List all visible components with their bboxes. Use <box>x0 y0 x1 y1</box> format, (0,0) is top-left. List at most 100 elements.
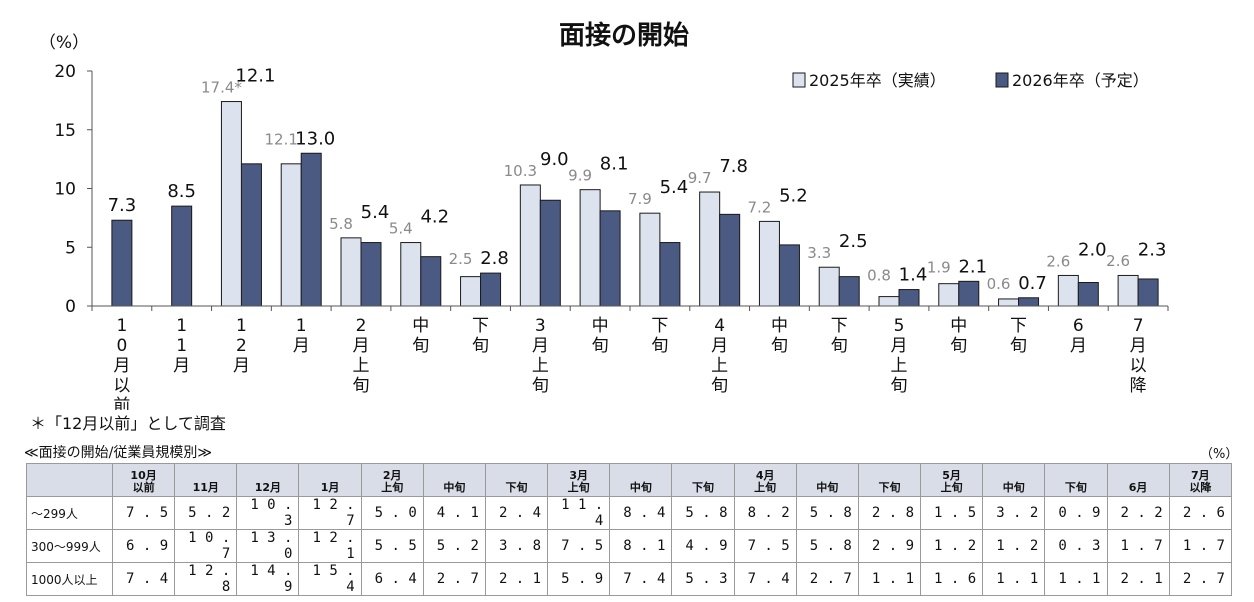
table-cell: 2 . 8 <box>857 496 922 530</box>
table-cell: 5 . 0 <box>360 496 424 530</box>
table-cell: 3 . 2 <box>982 496 1046 530</box>
x-tick-label: 2 <box>356 316 367 336</box>
header-line-2: 上旬 <box>754 481 777 494</box>
bar-2026 <box>111 219 133 307</box>
table-cell: 2 . 7 <box>1168 562 1233 596</box>
header-line-2: 上旬 <box>381 481 404 494</box>
table-cell: 5 . 8 <box>795 529 859 563</box>
x-tick-label: 上 <box>532 356 549 376</box>
y-axis-unit: （%） <box>39 33 89 53</box>
table-cell: 1 . 7 <box>1168 529 1233 563</box>
bar-2026 <box>420 256 442 307</box>
data-label-2025: 7.2 <box>748 198 772 216</box>
header-line-2: 中旬 <box>816 481 839 494</box>
table-cell: 7 . 5 <box>111 496 176 530</box>
table-column-header: 下旬 <box>484 463 549 497</box>
table-cell: 6 . 9 <box>111 529 176 563</box>
x-tick-label: 1 <box>236 316 247 336</box>
table-cell: 2 . 7 <box>422 562 486 596</box>
bar-2025 <box>878 296 900 307</box>
data-label-2026: 13.0 <box>295 128 335 149</box>
bar-2026 <box>659 242 681 307</box>
table-cell: 7 . 4 <box>609 562 673 596</box>
bar-2026 <box>599 210 621 307</box>
data-label-2026: 5.4 <box>660 177 689 198</box>
bar-2025 <box>699 191 721 307</box>
table-column-header: 中旬 <box>422 463 486 497</box>
table-cell: 0 . 9 <box>1044 496 1108 530</box>
x-tick-label: 4 <box>714 316 725 336</box>
data-label-2025: 3.3 <box>807 244 831 262</box>
data-label-2026: 1.4 <box>899 265 928 286</box>
data-label-2025: 1.9 <box>927 258 951 276</box>
table-column-header: 7月 以降 <box>1168 463 1233 497</box>
header-line-2: 上旬 <box>940 481 963 494</box>
data-label-2026: 8.5 <box>167 181 196 202</box>
x-tick-label: 前 <box>113 396 130 410</box>
table-column-header: 3月 上旬 <box>547 463 611 497</box>
data-label-2025: 5.8 <box>329 215 353 233</box>
x-tick-label: 月 <box>293 336 310 356</box>
table-cell: 6 . 4 <box>360 562 424 596</box>
table-cell: 7 . 5 <box>547 529 611 563</box>
data-label-2026: 5.2 <box>779 185 808 206</box>
header-line-2: 下旬 <box>878 481 901 494</box>
data-label-2026: 5.4 <box>361 202 390 223</box>
x-tick-label: 5 <box>894 316 905 336</box>
bar-2026 <box>778 244 800 307</box>
bar-2025 <box>1057 274 1079 307</box>
x-tick-label: 1 <box>176 316 187 336</box>
data-label-2025: 2.6 <box>1046 252 1070 270</box>
header-line-1: 10月 <box>130 469 157 482</box>
table-column-header: 1月 <box>298 463 362 497</box>
table-column-header: 6月 <box>1106 463 1170 497</box>
legend-label-2025: 2025年卒（実績） <box>809 71 946 90</box>
data-label-2025: 12.1 <box>265 130 298 148</box>
bar-2026 <box>958 280 980 307</box>
legend-swatch-2026 <box>995 72 1009 88</box>
data-label-2026: 2.0 <box>1078 239 1107 260</box>
table-column-header: 2月 上旬 <box>360 463 424 497</box>
data-label-2025: 2.5 <box>449 250 473 268</box>
data-label-2026: 12.1 <box>235 66 275 87</box>
x-tick-label: 月 <box>1130 336 1147 356</box>
bar-2025 <box>220 101 242 307</box>
x-tick-label: 中 <box>412 316 429 336</box>
x-tick-label: 月 <box>711 336 728 356</box>
bar-2026 <box>300 152 322 307</box>
header-line-1: 4月 <box>755 469 775 482</box>
header-line-1: 3月 <box>569 469 588 482</box>
x-tick-label: 中 <box>771 316 788 336</box>
x-tick-label: 月 <box>113 356 130 376</box>
x-tick-label: 旬 <box>651 336 668 356</box>
table-caption: ≪面接の開始/従業員規模別≫ <box>24 445 213 461</box>
table-cell: 0 . 3 <box>1044 529 1108 563</box>
data-label-2025: 17.4* <box>201 79 242 97</box>
header-line-2: 下旬 <box>1064 481 1087 494</box>
table-cell: 5 . 9 <box>547 562 611 596</box>
header-line-1: 5月 <box>942 469 961 482</box>
x-tick-label: 旬 <box>472 336 489 356</box>
header-line-2: 1月 <box>320 481 340 494</box>
bar-2025 <box>639 212 661 307</box>
x-tick-label: 中 <box>592 316 609 336</box>
data-label-2026: 2.1 <box>958 256 987 277</box>
x-tick-label: 月 <box>891 336 908 356</box>
table-cell: 3 . 8 <box>484 529 549 563</box>
table-cell: 7 . 4 <box>733 562 797 596</box>
bar-2025 <box>340 237 362 307</box>
bar-2025 <box>998 298 1020 307</box>
data-label-2026: 7.3 <box>108 195 137 216</box>
size-breakdown-table: 10月 以前 11月 12月 1月 2月 上旬 中旬 下旬 3月 上旬 中旬 下旬 4月 上旬 中旬 下旬 5月上… <box>26 463 1233 596</box>
table-cell: 1 . 2 <box>982 529 1046 563</box>
row-label: 1000人以上 <box>26 562 113 596</box>
table-cell: 8 . 1 <box>609 529 673 563</box>
x-tick-label: 中 <box>950 316 967 336</box>
table-cell: 1 0 . 3 <box>236 496 300 530</box>
bar-2025 <box>579 189 601 307</box>
bar-2025 <box>400 242 422 307</box>
data-label-2025: 9.7 <box>688 169 712 187</box>
header-line-1: 2月 <box>382 469 402 482</box>
bar-2026 <box>171 205 193 307</box>
